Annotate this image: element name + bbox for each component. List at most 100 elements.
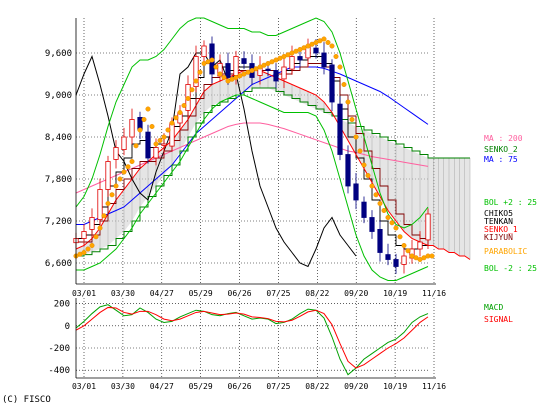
price-x-tick-label: 04/27	[150, 289, 174, 298]
series-macd	[75, 304, 429, 376]
parabolic-dot	[381, 207, 387, 213]
legend-entry: KIJYUN	[484, 233, 513, 242]
series-bol-2-25	[75, 17, 429, 229]
parabolic-dot	[389, 220, 395, 226]
parabolic-dot	[213, 64, 219, 70]
price-y-tick-label: 9,000	[45, 91, 72, 101]
macd-x-tick-label: 09/20	[344, 382, 368, 391]
candle-body	[425, 213, 431, 241]
parabolic-dot	[197, 69, 203, 75]
candle-body	[265, 68, 271, 71]
parabolic-dot	[397, 234, 403, 240]
candle-body	[169, 122, 175, 147]
candle-body	[369, 217, 375, 232]
macd-series-lines	[75, 304, 429, 376]
series-chiko	[75, 52, 357, 268]
parabolic-dot	[365, 172, 371, 178]
candle-body	[329, 64, 335, 103]
cloud-fill	[76, 70, 470, 260]
price-x-tick-label: 06/26	[228, 289, 252, 298]
parabolic-dot	[125, 164, 131, 170]
parabolic-dot	[393, 225, 399, 231]
price-x-tick-label: 05/29	[189, 289, 213, 298]
legend-entry: MA : 200	[484, 134, 523, 143]
parabolic-dot	[321, 36, 327, 42]
candle-body	[153, 147, 159, 159]
candle-body	[321, 52, 327, 68]
parabolic-dot	[193, 78, 199, 84]
macd-x-tick-label: 05/29	[189, 382, 213, 391]
price-y-tick-label: 9,600	[45, 49, 72, 59]
candle-body	[161, 143, 167, 146]
macd-legend: MACD SIGNAL	[484, 303, 513, 324]
parabolic-dot	[161, 134, 167, 140]
price-y-tick-label: 6,600	[45, 259, 72, 269]
candle-body	[201, 45, 207, 57]
parabolic-dot	[405, 248, 411, 254]
parabolic-dot	[337, 64, 343, 70]
macd-y-tick-label: 200	[54, 300, 70, 310]
parabolic-dot	[353, 134, 359, 140]
candle-body	[345, 154, 351, 187]
parabolic-dot	[325, 40, 331, 46]
candle-body	[233, 56, 239, 76]
candle-body	[81, 231, 87, 239]
parabolic-dot	[89, 242, 95, 248]
candle-body	[385, 254, 391, 260]
parabolic-dot	[429, 253, 435, 259]
price-x-tick-label: 08/22	[305, 289, 329, 298]
legend-entry: SENKO_2	[484, 145, 518, 154]
candle-body	[281, 66, 287, 80]
legend-entry: PARABOLIC	[484, 247, 528, 256]
parabolic-dot	[377, 200, 383, 206]
macd-x-axis-labels: 03/01 03/30 04/27 05/29 06/26 07/25 08/22 09/20…	[72, 382, 446, 391]
parabolic-dot	[141, 116, 147, 122]
parabolic-dot	[333, 54, 339, 60]
macd-panel-frame	[75, 298, 436, 379]
parabolic-dot	[81, 249, 87, 255]
parabolic-dots	[73, 36, 435, 263]
macd-legend-entry: MACD	[484, 303, 503, 312]
price-y-axis-labels: 9,600 9,000 8,400 7,800 7,200 6,600	[45, 49, 72, 269]
price-y-tick-label: 7,200	[45, 217, 72, 227]
candle-body	[129, 119, 135, 138]
candle-body	[105, 161, 111, 190]
candle-body	[89, 217, 95, 230]
legend-entry: BOL +2 : 25	[484, 198, 537, 207]
parabolic-dot	[165, 127, 171, 133]
macd-x-tick-label: 11/16	[422, 382, 446, 391]
parabolic-dot	[349, 116, 355, 122]
parabolic-dot	[93, 234, 99, 240]
price-x-tick-label: 11/16	[422, 289, 446, 298]
copyright-text: (C) FISCO	[2, 395, 51, 405]
price-x-tick-label: 03/01	[72, 289, 96, 298]
series-bol-2-25	[76, 94, 429, 281]
parabolic-dot	[189, 87, 195, 93]
candle-body	[289, 56, 295, 70]
parabolic-dot	[109, 192, 115, 198]
parabolic-dot	[137, 127, 143, 133]
legend-entry: MA : 75	[484, 155, 518, 164]
parabolic-dot	[129, 158, 135, 164]
candle-body	[225, 63, 231, 78]
legend-entry: BOL -2 : 25	[484, 264, 537, 273]
macd-x-tick-label: 06/26	[228, 382, 252, 391]
candle-body	[241, 58, 247, 64]
parabolic-dot	[361, 162, 367, 168]
parabolic-dot	[149, 123, 155, 129]
candle-body	[353, 183, 359, 201]
parabolic-dot	[173, 115, 179, 121]
legend-entry: TENKAN	[484, 217, 513, 226]
legend-entry: SENKO_1	[484, 225, 518, 234]
price-x-axis-labels: 03/01 03/30 04/27 05/29 06/26 07/25 08/22 09/20…	[72, 289, 446, 298]
parabolic-dot	[113, 183, 119, 189]
candle-body	[417, 241, 423, 250]
price-y-tick-label: 8,400	[45, 133, 72, 143]
macd-y-tick-label: -200	[48, 344, 70, 354]
macd-x-tick-label: 03/30	[111, 382, 135, 391]
macd-grid	[76, 298, 435, 378]
parabolic-dot	[401, 242, 407, 248]
parabolic-dot	[145, 106, 151, 112]
macd-x-tick-label: 10/19	[383, 382, 407, 391]
macd-x-tick-label: 08/22	[305, 382, 329, 391]
